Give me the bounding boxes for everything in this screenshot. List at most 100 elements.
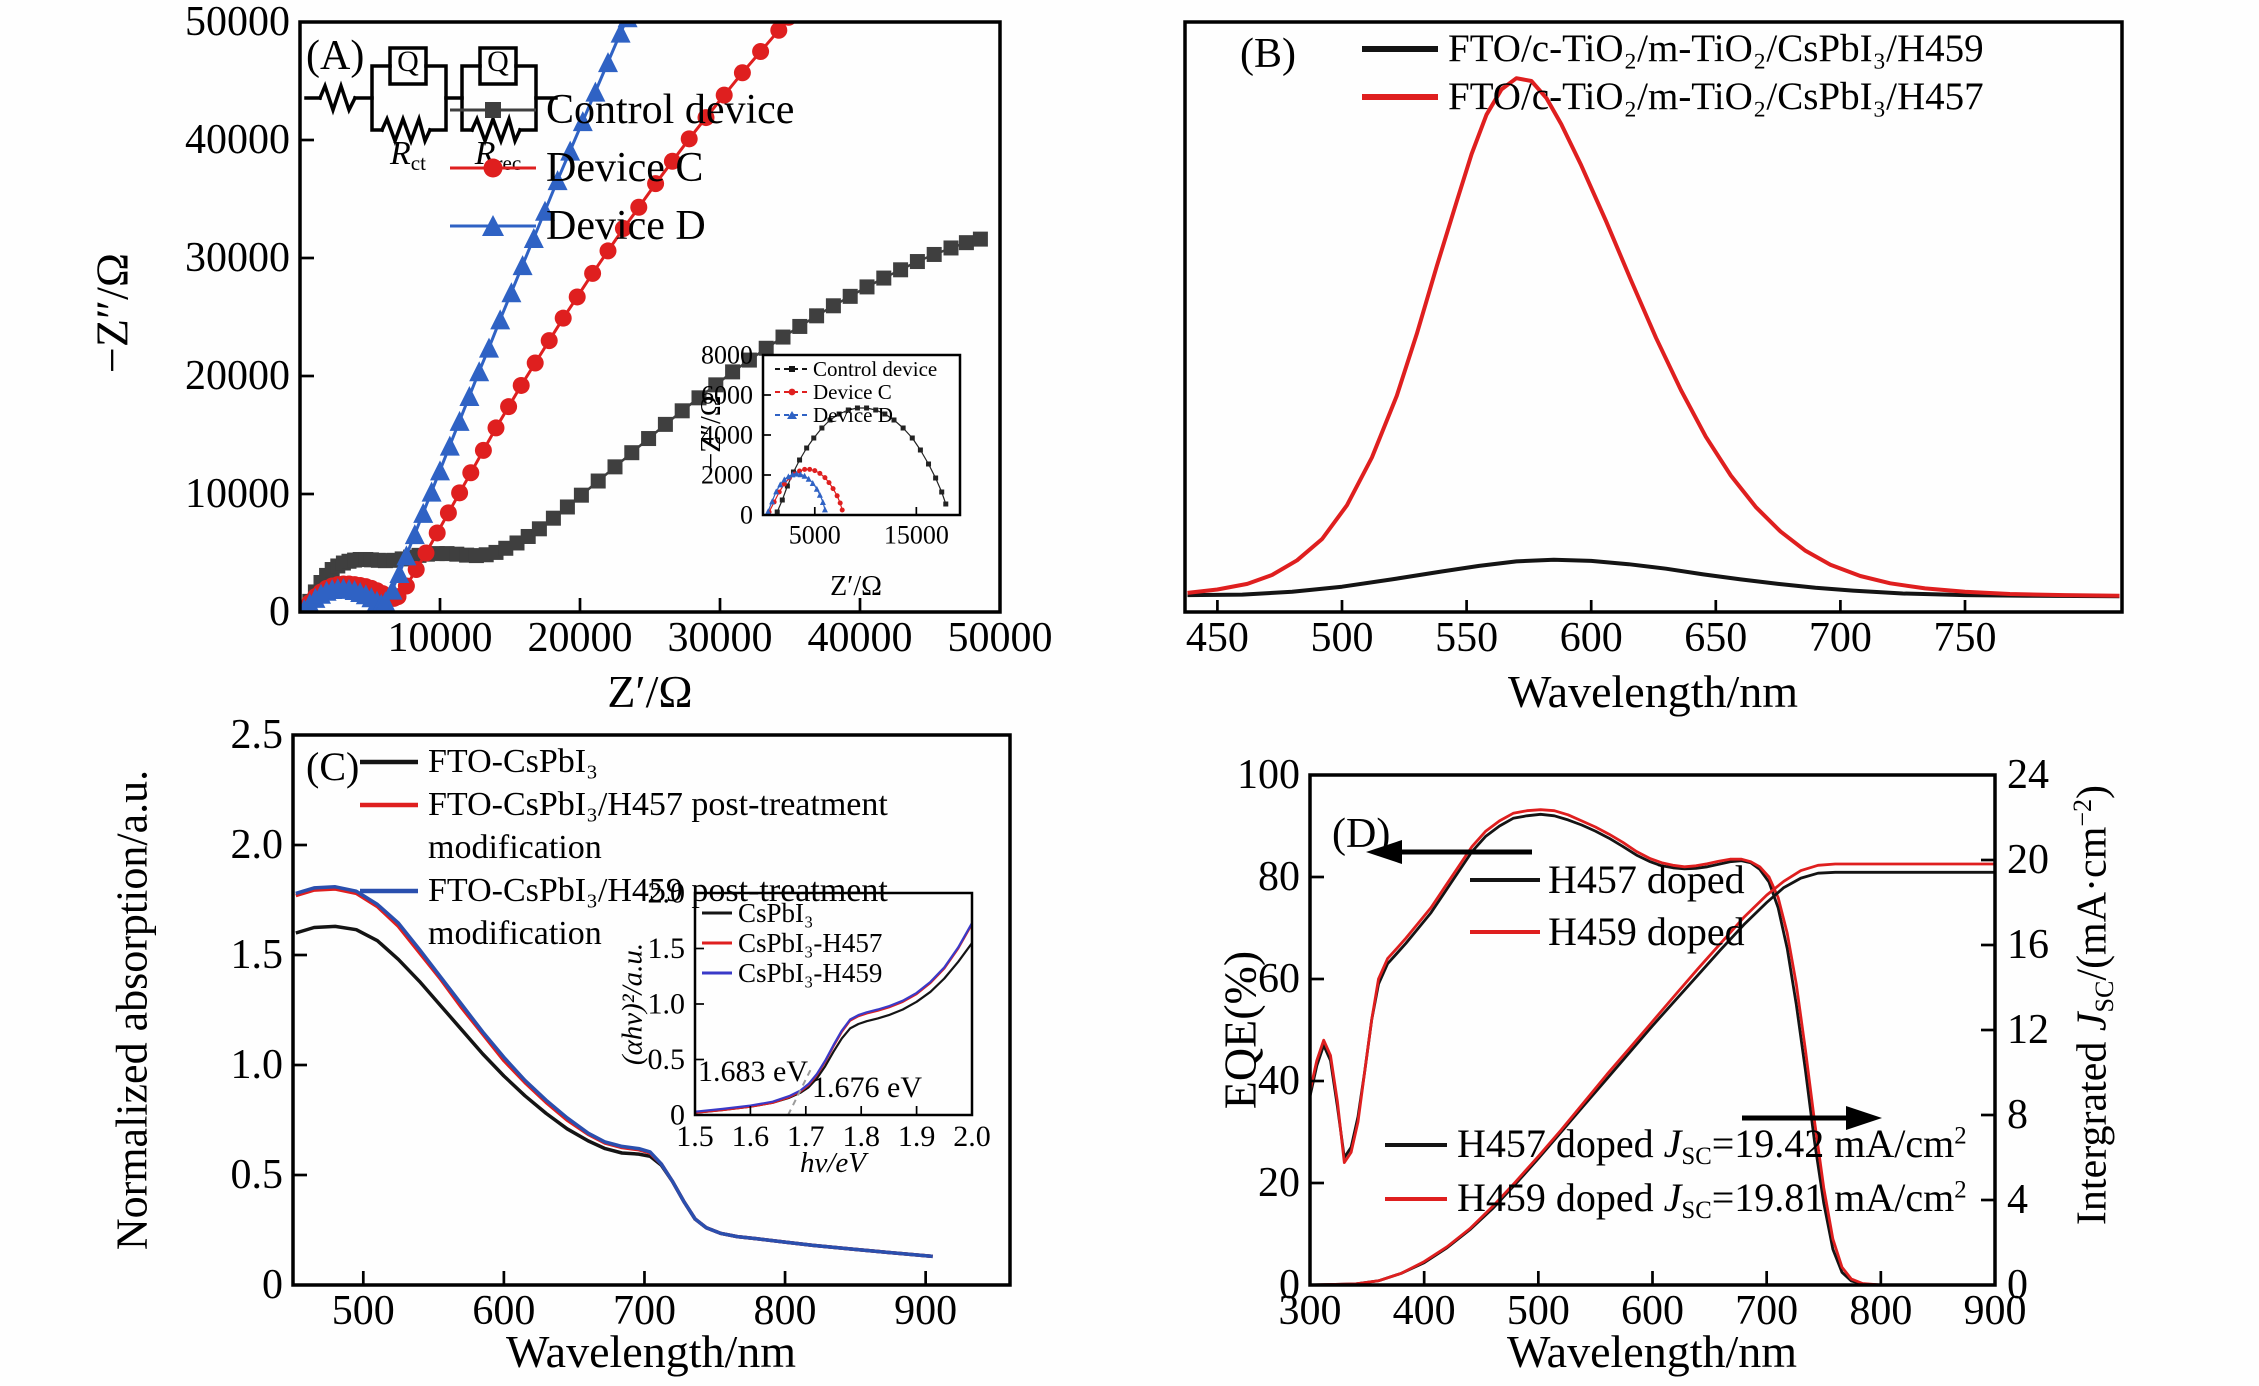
panel-d-x-axis-title: Wavelength/nm — [1506, 1326, 1798, 1377]
legend-label-line2: modification — [428, 829, 602, 866]
chart-a-inset: 5000 15000 0 2000 4000 6000 8000 — [701, 341, 962, 549]
legend-label: Control device — [813, 357, 938, 381]
right-axis-title-post: ) — [2069, 784, 2116, 799]
right-axis-title-sup: −2 — [2068, 798, 2098, 827]
x-tick-label: 50000 — [948, 615, 1053, 661]
legend-label: FTO/c-TiO₂/m-TiO₂/CsPbI₃/H459 — [1448, 27, 1984, 70]
legend-label: FTO-CsPbI₃ — [428, 743, 598, 780]
x-tick-label: 800 — [754, 1288, 817, 1334]
annotation-j: J — [1663, 1175, 1682, 1220]
y-tick-label: 1.5 — [231, 932, 284, 978]
panel-a-x-axis-title: Z′/Ω — [607, 666, 693, 717]
panel-d-left-y-axis-title: EQE(%) — [1214, 950, 1266, 1110]
legend-entry-device-c: Device C — [450, 144, 703, 192]
x-tick-label: 20000 — [528, 615, 633, 661]
right-y-tick-label: 20 — [2007, 837, 2049, 883]
bandgap-annotation-1683: 1.683 eV — [698, 1055, 808, 1088]
y-tick-label: 1.0 — [648, 988, 686, 1021]
legend-label: CsPbI₃ — [738, 898, 814, 928]
x-tick-label: 1.7 — [787, 1120, 825, 1153]
y-tick-label: 10000 — [185, 471, 290, 517]
series-layer — [1310, 808, 1995, 1285]
series-line — [1310, 862, 1995, 1285]
y-tick-label: 0 — [262, 1262, 283, 1308]
x-tick-label: 700 — [1809, 615, 1872, 661]
jsc-annotation-h457: H457 doped JSC=19.42 mA/cm2 — [1385, 1120, 1967, 1171]
x-tick-label: 40000 — [808, 615, 913, 661]
x-tick-label: 1.6 — [732, 1120, 770, 1153]
x-tick-label: 900 — [894, 1288, 957, 1334]
legend-line-sample — [360, 888, 418, 894]
right-axis-title-sub: SC — [2089, 980, 2119, 1013]
right-y-tick-label: 8 — [2007, 1092, 2028, 1138]
legend-line-sample — [360, 802, 418, 808]
legend-label: CsPbI₃-H457 — [738, 928, 883, 958]
y-tick-label: 100 — [1237, 752, 1300, 798]
right-y-tick-label: 24 — [2007, 752, 2049, 798]
panel-d-label: (D) — [1332, 811, 1391, 857]
series-line — [1310, 808, 1881, 1285]
tauc-inset-y-axis-title: (αhν)²/a.u. — [616, 942, 649, 1066]
legend-entry-pl-h459: FTO/c-TiO₂/m-TiO₂/CsPbI₃/H459 — [1362, 26, 1984, 71]
eis-inset-y-axis-title: −Z″/Ω — [696, 395, 727, 469]
bandgap-annotation-1676: 1.676 eV — [812, 1071, 922, 1104]
legend-label: Device D — [813, 403, 893, 427]
right-y-tick-label: 16 — [2007, 922, 2049, 968]
right-axis-title-j: J — [2069, 1012, 2116, 1032]
tauc-inset-x-axis-title: hν/eV — [799, 1147, 867, 1179]
tauc-legend-entry-cspbi3: CsPbI₃ — [702, 898, 813, 928]
rct-symbol: R — [390, 135, 411, 172]
series-line — [787, 1067, 813, 1115]
legend-entry-pl-h457: FTO/c-TiO₂/m-TiO₂/CsPbI₃/H457 — [1362, 74, 1984, 119]
annotation-text: H457 doped JSC=19.42 mA/cm2 — [1457, 1120, 1967, 1171]
legend-entry-h459-posttreatment: FTO-CsPbI₃/H459 post-treatment modificat… — [360, 869, 888, 955]
x-tick-label: 800 — [1849, 1288, 1912, 1334]
legend-line-sample — [1470, 929, 1540, 934]
x-tick-label: 300 — [1279, 1288, 1342, 1334]
x-tick-label: 500 — [332, 1288, 395, 1334]
rct-subscript: ct — [410, 150, 426, 175]
panel-d-right-y-axis-title: Intergrated JSC/(mA·cm−2) — [2068, 785, 2120, 1225]
panel-a-y-axis-title: −Z″/Ω — [86, 252, 138, 374]
panel-c-x-axis-title: Wavelength/nm — [505, 1326, 797, 1377]
y-tick-label: 1.0 — [231, 1042, 284, 1088]
annotation-mid: =19.42 mA/cm — [1711, 1121, 1955, 1166]
legend-entry-h457-posttreatment: FTO-CsPbI₃/H457 post-treatment modificat… — [360, 783, 888, 869]
inset-legend-entry-device-c: Device C — [775, 381, 892, 403]
annotation-mid: =19.81 mA/cm — [1711, 1175, 1955, 1220]
series-layer — [765, 405, 949, 515]
y-tick-label: 30000 — [185, 235, 290, 281]
series-line — [295, 885, 933, 1259]
y-tick-label: 0.5 — [231, 1152, 284, 1198]
x-tick-label: 650 — [1684, 615, 1747, 661]
series-layer — [1187, 76, 2120, 599]
legend-line-sample — [775, 388, 809, 396]
x-tick-label: 5000 — [789, 520, 841, 549]
y-tick-label: 0.5 — [648, 1043, 686, 1076]
legend-line-sample — [360, 759, 418, 764]
chart-d: 300 400 500 600 700 800 9000204060801000481216… — [1237, 752, 2049, 1334]
legend-line-sample — [702, 941, 732, 945]
y-tick-label: 2000 — [701, 461, 753, 490]
eis-inset-x-axis-title: Z′/Ω — [830, 571, 882, 602]
jsc-annotation-h459: H459 doped JSC=19.81 mA/cm2 — [1385, 1174, 1967, 1225]
legend-label: Control device — [546, 87, 795, 133]
y-tick-label: 50000 — [185, 0, 290, 45]
x-tick-label: 750 — [1934, 615, 1997, 661]
annotation-sup: 2 — [1954, 1122, 1967, 1150]
legend-line-sample — [1362, 45, 1438, 52]
y-tick-label: 2.0 — [648, 877, 686, 910]
y-tick-label: 40 — [1258, 1058, 1300, 1104]
series-line — [1187, 76, 2120, 598]
x-tick-label: 700 — [613, 1288, 676, 1334]
series-layer — [295, 885, 933, 1259]
x-tick-label: 600 — [1560, 615, 1623, 661]
y-tick-label: 0 — [670, 1099, 685, 1132]
inset-legend-entry-control: Control device — [775, 358, 937, 380]
legend-label: H457 doped — [1548, 857, 1745, 902]
plot-frame — [298, 20, 1002, 614]
right-y-tick-label: 4 — [2007, 1177, 2028, 1223]
legend-entry-fto-cspbi3: FTO-CsPbI₃ — [360, 740, 598, 783]
right-y-tick-label: 0 — [2007, 1262, 2028, 1308]
